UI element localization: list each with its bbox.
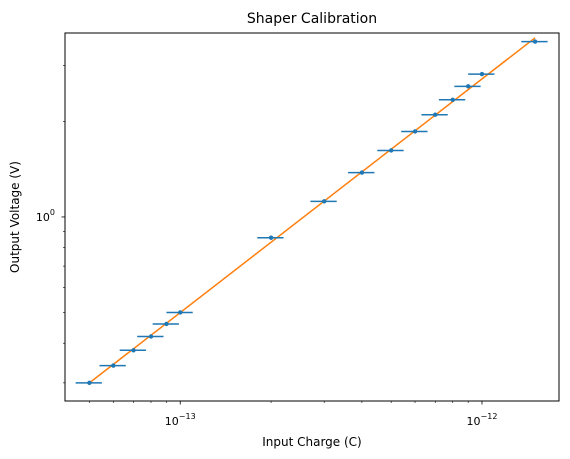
data-point (466, 84, 470, 88)
y-tick-label-exponent: 0 (50, 208, 55, 217)
x-tick-label-exponent: −12 (481, 412, 498, 421)
data-point (269, 236, 273, 240)
data-point (164, 322, 168, 326)
chart-title: Shaper Calibration (247, 11, 377, 27)
data-point (149, 334, 153, 338)
data-point (451, 98, 455, 102)
data-point (480, 72, 484, 76)
y-axis-label: Output Voltage (V) (8, 161, 22, 273)
x-tick-label-base: 10 (467, 415, 481, 428)
data-point (111, 363, 115, 367)
x-tick-label-exponent: −13 (179, 412, 196, 421)
data-point (360, 170, 364, 174)
data-point (413, 129, 417, 133)
data-point (131, 348, 135, 352)
y-tick-label-base: 10 (36, 211, 50, 224)
x-tick-label-base: 10 (165, 415, 179, 428)
data-point (87, 381, 91, 385)
data-point (389, 148, 393, 152)
data-point (433, 113, 437, 117)
data-point (178, 310, 182, 314)
x-axis-label: Input Charge (C) (262, 435, 362, 449)
data-point (322, 199, 326, 203)
data-point (533, 39, 537, 43)
